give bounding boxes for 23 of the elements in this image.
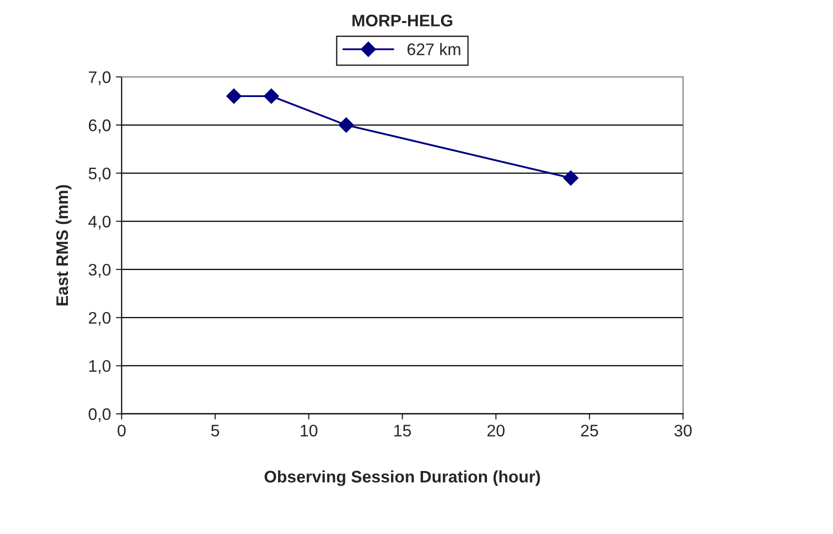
- y-tick-label: 2,0: [88, 312, 111, 326]
- x-tick-label: 15: [394, 424, 411, 437]
- point: [264, 88, 279, 104]
- x-tick-label: 20: [487, 424, 505, 437]
- y-axis-title: East RMS (mm): [56, 185, 72, 306]
- y-tick-label: 6,0: [88, 119, 111, 134]
- y-tick-label: 0,0: [88, 408, 111, 422]
- y-tick-label: 3,0: [88, 264, 111, 278]
- point: [563, 170, 578, 186]
- y-tick-label: 7,0: [88, 71, 111, 86]
- point: [226, 88, 242, 104]
- x-axis-title: Observing Session Duration (hour): [264, 470, 540, 486]
- x-tick-label: 25: [581, 424, 598, 437]
- x-tick-label: 0: [118, 424, 126, 437]
- y-tick-label: 1,0: [89, 360, 111, 374]
- x-tick-label: 30: [674, 424, 692, 437]
- legend-label: 627 km: [408, 42, 460, 56]
- x-tick-label: 10: [300, 424, 318, 437]
- chart-title: MORP-HELG: [352, 14, 452, 26]
- y-tick-label: 5,0: [88, 168, 111, 182]
- point: [338, 117, 354, 133]
- y-tick-label: 4,0: [88, 216, 111, 230]
- x-tick-label: 5: [211, 424, 220, 437]
